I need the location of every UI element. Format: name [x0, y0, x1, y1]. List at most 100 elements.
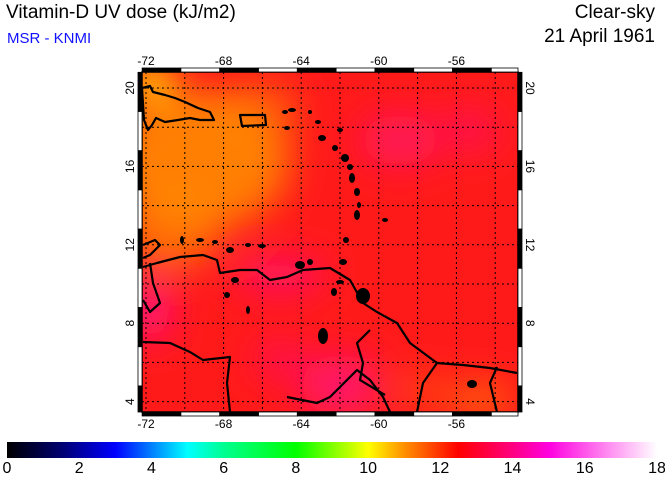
- island: [212, 240, 218, 244]
- frame-segment: [137, 150, 143, 191]
- frame-segment: [517, 385, 523, 413]
- island: [307, 259, 313, 265]
- field-patch: [440, 110, 500, 150]
- island: [231, 277, 239, 283]
- field-patch: [142, 190, 220, 270]
- field-patch: [220, 80, 300, 140]
- colorbar-tick-label: 10: [359, 460, 378, 477]
- lat-tick-label-right: 12: [523, 238, 537, 252]
- island: [284, 126, 290, 130]
- field-patch: [255, 340, 305, 380]
- frame-segment: [517, 307, 523, 348]
- island: [357, 202, 361, 208]
- island: [224, 292, 230, 298]
- frame-segment: [517, 150, 523, 191]
- frame-segment: [517, 189, 523, 230]
- lon-tick-label-top: -68: [215, 54, 233, 68]
- island: [288, 108, 296, 112]
- puerto-rico-coast: [238, 113, 268, 128]
- uv-field: [142, 72, 518, 412]
- frame-segment: [517, 111, 523, 152]
- island: [245, 243, 251, 247]
- island: [356, 288, 370, 304]
- island: [467, 380, 477, 388]
- lon-tick-label-bottom: -56: [448, 417, 466, 431]
- field-patch: [142, 72, 175, 100]
- frame-segment: [296, 67, 337, 73]
- colorbar-tick-label: 8: [291, 460, 301, 477]
- field-patch: [445, 382, 515, 412]
- frame-segment: [180, 67, 221, 73]
- island: [331, 288, 337, 296]
- sky-condition-label: Clear-sky: [574, 2, 655, 23]
- frame-segment: [517, 346, 523, 387]
- suriname-border: [415, 362, 438, 412]
- frame-segment: [137, 267, 143, 308]
- frame-segment: [517, 267, 523, 308]
- frame-segment: [517, 228, 523, 269]
- frame-segment: [335, 67, 376, 73]
- lon-tick-label-bottom: -68: [215, 417, 233, 431]
- lat-tick-label-left: 8: [123, 320, 137, 327]
- map-panel: -72 -72 -68 -68 -64 -64 -60 -60 -56 -56 20 20 16 16 12…: [123, 54, 537, 431]
- colorbar-tick-label: 18: [648, 460, 665, 477]
- frame-segment: [490, 411, 519, 417]
- lat-tick-label-right: 16: [523, 160, 537, 174]
- island: [382, 218, 388, 222]
- field-patch: [360, 115, 440, 165]
- guyana-border: [355, 329, 386, 396]
- frame-segment: [137, 189, 143, 230]
- south-america-coast: [142, 253, 518, 375]
- frame-segment: [137, 228, 143, 269]
- frame-segment: [137, 111, 143, 152]
- islands: [180, 108, 477, 388]
- lon-tick-label-bottom: -60: [370, 417, 388, 431]
- island: [180, 236, 184, 244]
- field-patch: [395, 375, 445, 405]
- lon-tick-label-top: -64: [293, 54, 311, 68]
- frame-segment: [141, 411, 182, 417]
- colorbar-tick-label: 6: [219, 460, 229, 477]
- island: [308, 110, 312, 114]
- island: [196, 238, 204, 242]
- frame-segment: [335, 411, 376, 417]
- lon-tick-label-bottom: -72: [137, 417, 155, 431]
- island: [337, 128, 343, 132]
- lat-tick-label-right: 20: [523, 81, 537, 95]
- lake-maracaibo: [142, 262, 162, 314]
- frame-segment: [296, 411, 337, 417]
- tick-labels: -72 -72 -68 -68 -64 -64 -60 -60 -56 -56 20 20 16 16 12…: [123, 54, 537, 431]
- island: [295, 261, 305, 269]
- island: [347, 164, 353, 170]
- island: [341, 154, 349, 162]
- island: [354, 188, 360, 196]
- island: [339, 259, 347, 265]
- date-label: 21 April 1961: [544, 26, 655, 47]
- brazil-border: [286, 368, 391, 412]
- frame-segment: [452, 67, 492, 73]
- colorbar: [7, 442, 657, 458]
- lat-tick-label-left: 20: [123, 81, 137, 95]
- map-title: Vitamin-D UV dose (kJ/m2): [6, 2, 236, 23]
- frame-segment: [137, 71, 143, 112]
- frame-segment: [137, 385, 143, 413]
- frame-segment: [219, 67, 259, 73]
- frame-segment: [413, 411, 453, 417]
- colorbar-tick-label: 16: [575, 460, 594, 477]
- lat-tick-label-left: 16: [123, 159, 137, 173]
- frame-segment: [374, 67, 415, 73]
- french-guiana-border: [488, 366, 499, 412]
- field-patch: [142, 280, 170, 340]
- credit-label: MSR - KNMI: [7, 30, 92, 47]
- colorbar-tick-label: 2: [74, 460, 84, 477]
- lat-tick-label-left: 4: [123, 398, 137, 405]
- frame-segment: [141, 67, 182, 73]
- frame-segment: [180, 411, 221, 417]
- map-frame: [137, 67, 523, 417]
- frame-segment: [452, 411, 492, 417]
- frame-segment: [413, 67, 453, 73]
- hispaniola-coast: [142, 84, 216, 132]
- coastlines: [142, 84, 518, 412]
- island: [315, 120, 321, 124]
- field-patch: [235, 261, 325, 289]
